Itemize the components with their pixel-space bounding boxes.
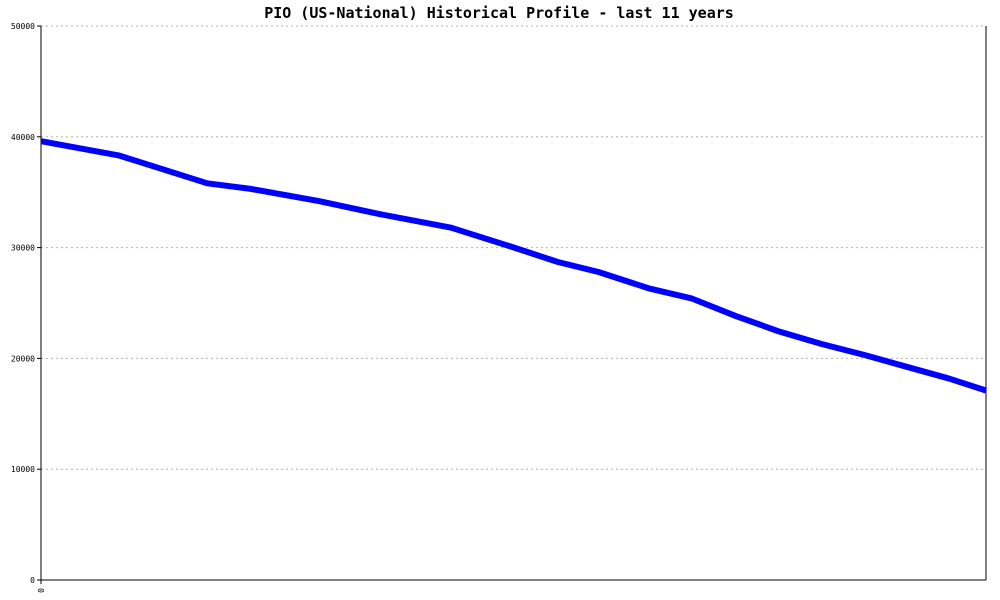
y-tick-label: 50000: [11, 22, 35, 31]
series-line: [40, 138, 987, 394]
y-tick-label: 30000: [11, 244, 35, 253]
chart-title: PIO (US-National) Historical Profile - l…: [264, 4, 734, 22]
y-tick-label: 10000: [11, 465, 35, 474]
axes-layer: [40, 26, 987, 581]
series-layer: [40, 138, 987, 394]
y-tick-label: 20000: [11, 354, 35, 363]
y-tick-label: 40000: [11, 133, 35, 142]
ticks-layer: 0 10000 20000 30000 40000 50000 0: [11, 22, 46, 593]
y-tick-label: 0: [30, 576, 35, 585]
x-tick-label: 0: [37, 588, 46, 593]
